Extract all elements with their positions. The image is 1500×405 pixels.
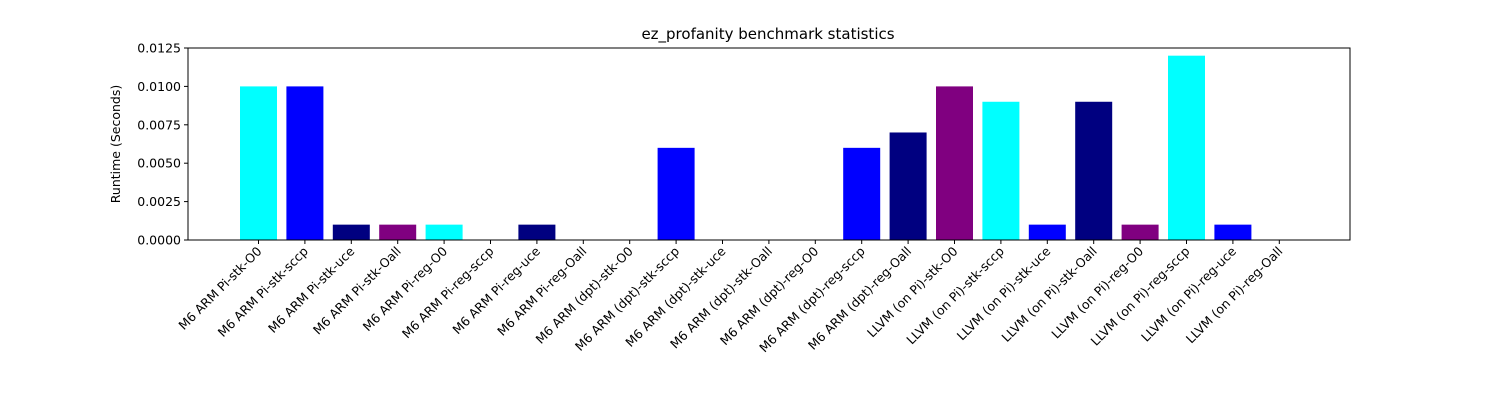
x-tick-label: LLVM (on Pi)-stk-O0 <box>864 243 961 340</box>
bar <box>240 86 277 241</box>
y-tick-label: 0.0100 <box>137 79 181 94</box>
y-ticks-group: 0.0000 0.0025 0.0050 0.0075 0.0100 0.0125 <box>137 41 188 248</box>
bar <box>1168 55 1205 241</box>
y-axis-label: Runtime (Seconds) <box>108 85 123 203</box>
x-tick-label: M6 ARM Pi-reg-O0 <box>360 243 451 334</box>
bar <box>332 224 370 240</box>
bar <box>379 224 417 240</box>
bar <box>982 101 1020 240</box>
bars-group <box>240 55 1252 241</box>
y-tick-label: 0.0075 <box>137 117 181 132</box>
x-tick-label: M6 ARM Pi-reg-uce <box>449 243 543 337</box>
bar <box>1214 224 1252 240</box>
bar <box>1075 101 1113 240</box>
plot-frame <box>187 47 1351 241</box>
bar <box>1121 224 1159 240</box>
x-tick-label: M6 ARM Pi-stk-Oall <box>310 244 404 338</box>
x-tick-label: M6 ARM Pi-stk-O0 <box>175 243 264 332</box>
y-tick-label: 0.0050 <box>137 156 181 171</box>
y-tick-label: 0.0125 <box>137 41 181 56</box>
x-tick-label: M6 ARM Pi-stk-sccp <box>215 243 311 339</box>
x-tick-label: LLVM (on Pi)-reg-O0 <box>1048 243 1146 341</box>
y-tick-label: 0.0025 <box>137 194 181 209</box>
bar <box>286 86 324 241</box>
bar <box>425 224 463 240</box>
bar <box>936 86 973 241</box>
x-tick-label: M6 ARM Pi-reg-Oall <box>494 244 589 339</box>
y-tick-label: 0.0000 <box>137 233 181 248</box>
chart-title: ez_profanity benchmark statistics <box>641 25 894 44</box>
bar <box>657 147 695 240</box>
bar <box>889 132 927 240</box>
bar <box>518 224 556 240</box>
x-tick-label: M6 ARM Pi-reg-sccp <box>399 243 497 341</box>
x-tick-label: M6 ARM Pi-stk-uce <box>265 243 358 336</box>
bar <box>1028 224 1066 240</box>
bar <box>843 147 881 240</box>
